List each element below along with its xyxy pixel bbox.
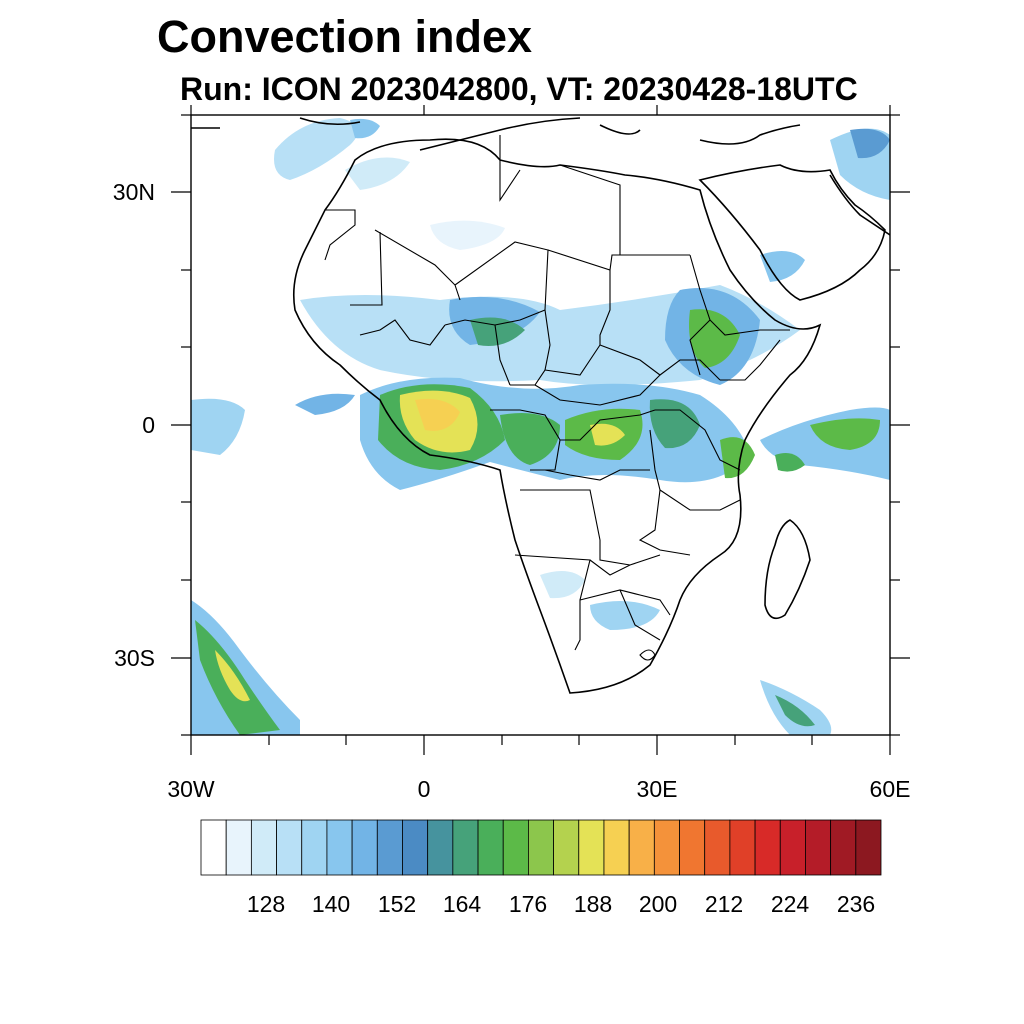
madagascar-outline	[764, 519, 811, 620]
colorbar-label: 140	[312, 891, 350, 917]
axis-ticks	[171, 105, 910, 755]
colorbar-box	[754, 819, 781, 876]
lat-tick-label: 0	[142, 412, 155, 438]
colorbar-label: 164	[443, 891, 482, 917]
colorbar-box	[653, 819, 680, 876]
colorbar-box	[427, 819, 454, 876]
colorbar-box	[250, 819, 277, 876]
lon-tick-label: 0	[418, 776, 431, 802]
colorbar-box	[326, 819, 353, 876]
colorbar-box	[628, 819, 655, 876]
map-subtitle: Run: ICON 2023042800, VT: 20230428-18UTC	[180, 71, 858, 107]
colorbar-label: 176	[509, 891, 547, 917]
colorbar-box	[200, 819, 227, 876]
map-title: Convection index	[157, 11, 533, 62]
lat-tick-label: 30N	[113, 179, 155, 205]
colorbar-box	[603, 819, 630, 876]
colorbar-box	[351, 819, 378, 876]
convection-field	[191, 118, 890, 735]
colorbar-label: 152	[378, 891, 416, 917]
colorbar-box	[704, 819, 731, 876]
colorbar-box	[855, 819, 882, 876]
colorbar-box	[528, 819, 554, 876]
colorbar	[200, 819, 882, 876]
colorbar-box	[729, 819, 756, 876]
lon-tick-label: 60E	[870, 776, 911, 802]
colorbar-box	[779, 819, 806, 876]
colorbar-box	[376, 819, 403, 876]
colorbar-box	[805, 819, 832, 876]
colorbar-box	[477, 819, 504, 876]
europe-coastline	[191, 117, 801, 151]
colorbar-box	[502, 819, 529, 876]
colorbar-label: 188	[574, 891, 612, 917]
africa-coastline	[292, 138, 822, 694]
colorbar-box	[452, 819, 479, 876]
colorbar-label: 200	[639, 891, 677, 917]
colorbar-box	[679, 819, 706, 876]
colorbar-labels: 128 140 152 164 176 188 200 212 224 236	[247, 891, 875, 917]
lon-tick-label: 30W	[167, 776, 215, 802]
colorbar-box	[301, 819, 328, 876]
arabia-coastline	[698, 164, 886, 301]
colorbar-box	[402, 819, 429, 876]
colorbar-box	[553, 819, 580, 876]
country-borders	[324, 135, 790, 661]
colorbar-box	[225, 819, 252, 876]
colorbar-box	[578, 819, 605, 876]
colorbar-label: 236	[837, 891, 875, 917]
colorbar-box	[830, 819, 857, 876]
colorbar-box	[276, 819, 303, 876]
colorbar-label: 212	[705, 891, 743, 917]
colorbar-label: 224	[771, 891, 810, 917]
lon-tick-label: 30E	[637, 776, 678, 802]
colorbar-label: 128	[247, 891, 285, 917]
persian-gulf	[829, 174, 890, 236]
lat-tick-label: 30S	[114, 645, 155, 671]
coastlines	[191, 117, 890, 694]
